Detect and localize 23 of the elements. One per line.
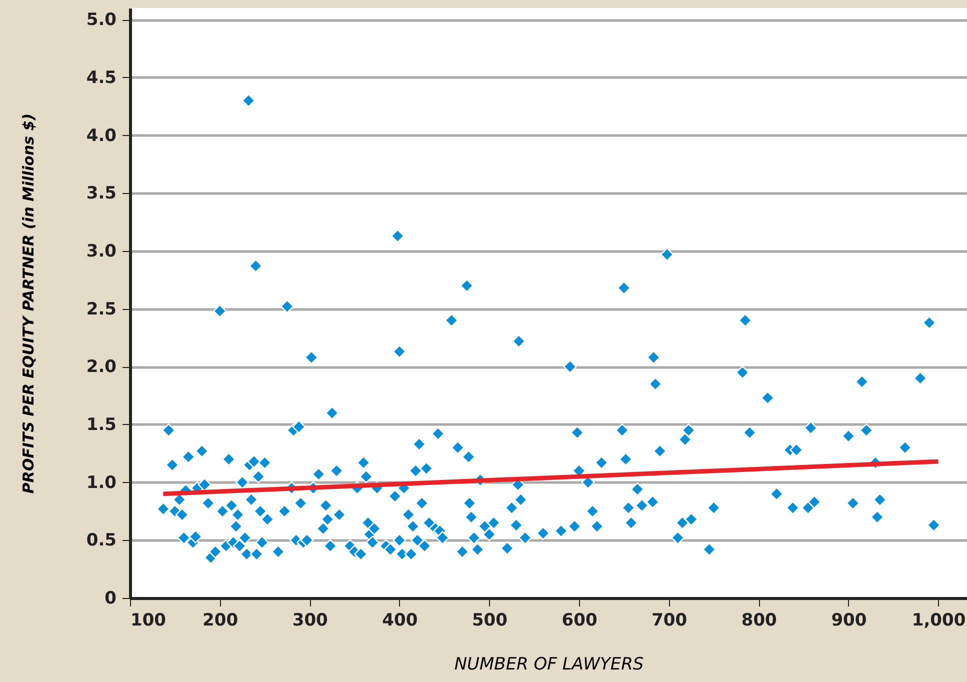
- y-tick-label: 2.5: [86, 299, 116, 320]
- x-tick-label: 900: [831, 610, 867, 630]
- y-axis-title: PROFITS PER EQUITY PARTNER (in Millions $): [19, 113, 38, 494]
- y-tick-label: 1.0: [86, 472, 117, 493]
- x-tick-label: 800: [741, 610, 778, 630]
- x-axis-title: NUMBER OF LAWYERS: [454, 654, 644, 674]
- y-tick-label: 3.0: [86, 241, 117, 262]
- y-tick-label: 0.5: [86, 530, 116, 551]
- x-tick-label: 100: [130, 610, 166, 630]
- y-tick-label: 1.5: [86, 414, 116, 435]
- y-tick-label: 4.0: [86, 126, 117, 146]
- x-tick-label: 700: [652, 610, 688, 630]
- y-tick-label: 2.0: [86, 357, 117, 378]
- x-tick-label: 300: [292, 610, 328, 630]
- y-tick-label: 5.0: [86, 10, 117, 30]
- x-tick-label: 1,000: [912, 610, 966, 630]
- y-tick-label: 4.5: [86, 68, 116, 88]
- x-tick-label: 500: [472, 610, 508, 630]
- x-tick-label: 400: [382, 610, 418, 630]
- x-tick-label: 200: [202, 610, 238, 630]
- x-tick-label: 600: [562, 610, 598, 630]
- y-tick-label: 3.5: [86, 184, 116, 204]
- y-tick-label: 0: [104, 588, 117, 608]
